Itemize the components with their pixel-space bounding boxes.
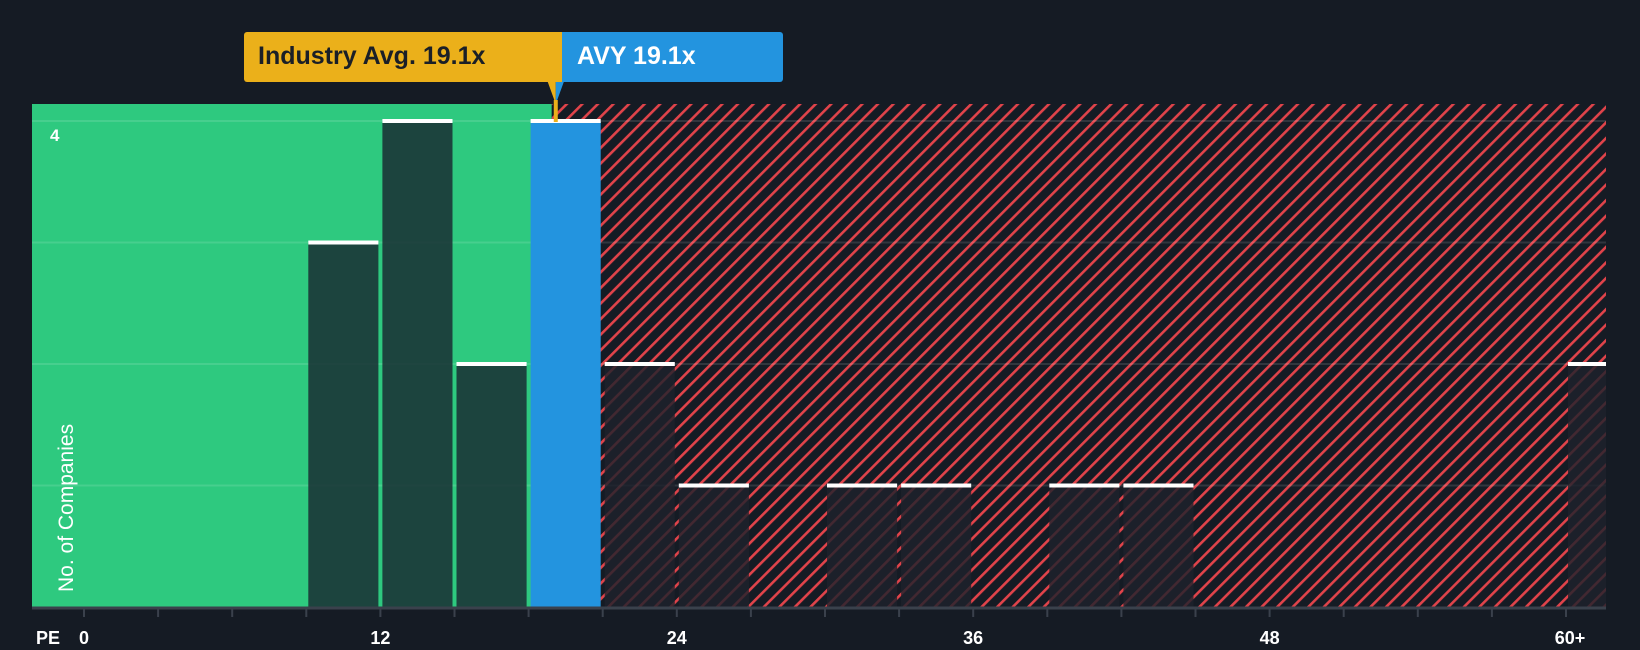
histogram-bar: [308, 242, 379, 607]
x-axis-title: PE: [36, 628, 61, 648]
histogram-bar: [1568, 364, 1606, 607]
y-axis-title: No. of Companies: [55, 423, 78, 592]
x-axis-tick-label: 36: [963, 628, 984, 648]
bar-top-marker: [382, 119, 453, 123]
company-pe-callout: AVY 19.1x: [562, 32, 783, 82]
histogram-bar: [1123, 485, 1194, 607]
industry-average-label: Industry Avg. 19.1x: [258, 42, 486, 70]
bar-top-marker: [1568, 362, 1606, 366]
bar-top-marker: [604, 362, 675, 366]
bar-top-marker: [456, 362, 527, 366]
bar-top-marker: [827, 483, 898, 488]
company-bar: [530, 121, 601, 607]
histogram-bar: [604, 364, 675, 607]
average-marker-line: [553, 100, 558, 122]
bar-top-marker: [901, 483, 972, 488]
histogram-bar: [456, 364, 527, 607]
bar-top-marker: [1123, 483, 1194, 488]
company-pe-label: AVY 19.1x: [577, 42, 696, 70]
bar-top-marker: [530, 119, 601, 123]
x-axis-tick-label: 24: [666, 628, 687, 648]
company-pointer: [555, 82, 564, 104]
y-axis-max-tick: 4: [50, 126, 60, 145]
bar-top-marker: [308, 240, 379, 245]
industry-pointer: [547, 82, 556, 104]
bar-top-marker: [1049, 483, 1120, 488]
histogram-bar: [1049, 485, 1120, 607]
x-axis-tick-label: 12: [370, 628, 391, 648]
bar-top-marker: [678, 483, 749, 488]
x-axis-tick-label: 0: [78, 628, 90, 648]
histogram-bar: [827, 485, 898, 607]
histogram-bar: [382, 121, 453, 607]
histogram-bar: [678, 485, 749, 607]
industry-average-callout: Industry Avg. 19.1x: [244, 32, 562, 82]
histogram-bar: [901, 485, 972, 607]
x-axis-tick-label: 60+: [1554, 628, 1586, 648]
x-axis-tick-label: 48: [1259, 628, 1280, 648]
